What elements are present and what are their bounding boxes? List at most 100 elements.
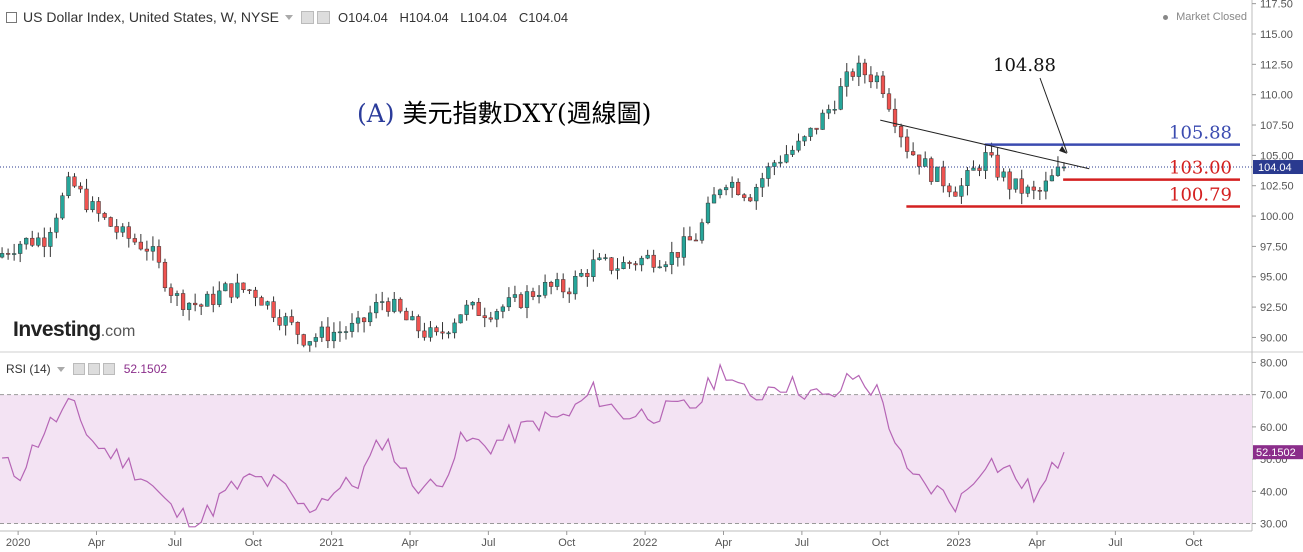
candle-up[interactable] bbox=[458, 314, 463, 324]
candle-up[interactable] bbox=[54, 217, 59, 233]
candle-up[interactable] bbox=[313, 337, 318, 342]
candle-up[interactable] bbox=[367, 312, 373, 323]
candle-down[interactable] bbox=[518, 294, 524, 308]
candle-down[interactable] bbox=[78, 185, 83, 190]
candle-up[interactable] bbox=[506, 297, 512, 308]
candle-down[interactable] bbox=[886, 93, 892, 110]
candle-up[interactable] bbox=[536, 294, 542, 297]
candle-down[interactable] bbox=[144, 248, 149, 252]
candle-down[interactable] bbox=[476, 301, 481, 316]
candle-up[interactable] bbox=[730, 181, 735, 188]
candle-down[interactable] bbox=[440, 331, 445, 334]
candle-up[interactable] bbox=[174, 293, 180, 296]
candle-down[interactable] bbox=[911, 151, 916, 156]
candle-up[interactable] bbox=[283, 316, 288, 326]
candle-up[interactable] bbox=[452, 322, 457, 334]
candle-up[interactable] bbox=[1001, 171, 1006, 178]
candle-up[interactable] bbox=[844, 71, 849, 87]
candle-down[interactable] bbox=[904, 136, 910, 152]
candle-up[interactable] bbox=[12, 253, 17, 255]
candle-down[interactable] bbox=[1019, 178, 1024, 194]
candle-down[interactable] bbox=[361, 317, 367, 323]
candle-up[interactable] bbox=[24, 237, 29, 245]
candle-down[interactable] bbox=[627, 262, 632, 264]
candle-up[interactable] bbox=[645, 254, 650, 259]
candle-up[interactable] bbox=[591, 259, 596, 277]
price-pane[interactable] bbox=[0, 0, 1252, 352]
candle-down[interactable] bbox=[748, 197, 753, 202]
candle-down[interactable] bbox=[289, 316, 294, 323]
candle-up[interactable] bbox=[90, 201, 95, 211]
gear-icon[interactable] bbox=[87, 363, 100, 375]
candle-down[interactable] bbox=[84, 188, 89, 211]
candle-down[interactable] bbox=[898, 126, 904, 138]
candle-down[interactable] bbox=[549, 281, 554, 287]
candle-down[interactable] bbox=[247, 289, 252, 292]
candle-up[interactable] bbox=[48, 231, 53, 247]
candle-up[interactable] bbox=[60, 195, 65, 219]
candle-up[interactable] bbox=[923, 158, 928, 167]
candle-down[interactable] bbox=[941, 166, 946, 187]
candle-up[interactable] bbox=[802, 136, 807, 142]
candle-down[interactable] bbox=[72, 176, 77, 187]
candle-down[interactable] bbox=[229, 283, 234, 298]
candle-up[interactable] bbox=[597, 257, 602, 260]
candle-up[interactable] bbox=[826, 109, 831, 114]
candle-down[interactable] bbox=[814, 127, 819, 130]
candle-up[interactable] bbox=[711, 194, 717, 204]
candle-up[interactable] bbox=[663, 264, 668, 268]
candle-down[interactable] bbox=[114, 226, 119, 233]
candle-up[interactable] bbox=[959, 185, 964, 197]
candle-up[interactable] bbox=[374, 302, 379, 314]
candle-up[interactable] bbox=[464, 304, 469, 315]
close-icon[interactable] bbox=[102, 363, 115, 375]
candle-down[interactable] bbox=[1031, 186, 1036, 191]
candle-down[interactable] bbox=[929, 158, 934, 182]
candle-up[interactable] bbox=[1043, 180, 1048, 192]
candle-up[interactable] bbox=[1025, 186, 1030, 194]
candle-down[interactable] bbox=[609, 257, 614, 271]
candle-up[interactable] bbox=[784, 154, 789, 163]
candle-up[interactable] bbox=[265, 301, 270, 306]
candle-up[interactable] bbox=[766, 166, 771, 179]
candle-down[interactable] bbox=[259, 297, 264, 306]
candle-up[interactable] bbox=[380, 301, 385, 303]
candle-up[interactable] bbox=[18, 243, 23, 254]
candle-up[interactable] bbox=[217, 290, 222, 305]
candle-down[interactable] bbox=[162, 261, 168, 289]
candle-up[interactable] bbox=[186, 302, 192, 310]
candle-up[interactable] bbox=[983, 152, 988, 171]
candle-down[interactable] bbox=[675, 252, 680, 258]
candle-up[interactable] bbox=[754, 187, 759, 202]
candle-up[interactable] bbox=[392, 298, 397, 312]
candle-up[interactable] bbox=[319, 326, 324, 338]
candle-down[interactable] bbox=[850, 71, 855, 77]
candle-down[interactable] bbox=[156, 246, 162, 263]
candle-up[interactable] bbox=[150, 246, 156, 252]
candle-down[interactable] bbox=[1037, 190, 1042, 192]
candle-up[interactable] bbox=[808, 127, 813, 137]
candle-up[interactable] bbox=[0, 253, 5, 258]
candle-down[interactable] bbox=[301, 334, 306, 346]
candle-up[interactable] bbox=[343, 331, 349, 333]
candle-up[interactable] bbox=[705, 202, 711, 223]
candle-up[interactable] bbox=[410, 316, 415, 321]
candle-up[interactable] bbox=[657, 266, 662, 269]
candle-down[interactable] bbox=[862, 62, 867, 76]
candle-up[interactable] bbox=[470, 301, 475, 306]
collapse-icon[interactable] bbox=[6, 11, 17, 23]
candle-up[interactable] bbox=[307, 341, 312, 346]
candle-up[interactable] bbox=[500, 306, 505, 312]
candle-down[interactable] bbox=[561, 279, 566, 293]
candle-up[interactable] bbox=[772, 162, 777, 167]
chevron-down-icon[interactable] bbox=[285, 14, 293, 20]
candle-down[interactable] bbox=[947, 185, 952, 193]
candle-up[interactable] bbox=[874, 75, 880, 83]
candle-down[interactable] bbox=[995, 154, 1000, 178]
candle-up[interactable] bbox=[717, 189, 723, 196]
candle-up[interactable] bbox=[542, 281, 548, 296]
candle-up[interactable] bbox=[331, 331, 337, 342]
candle-up[interactable] bbox=[235, 282, 240, 298]
candle-up[interactable] bbox=[446, 332, 451, 335]
candle-up[interactable] bbox=[935, 166, 940, 182]
